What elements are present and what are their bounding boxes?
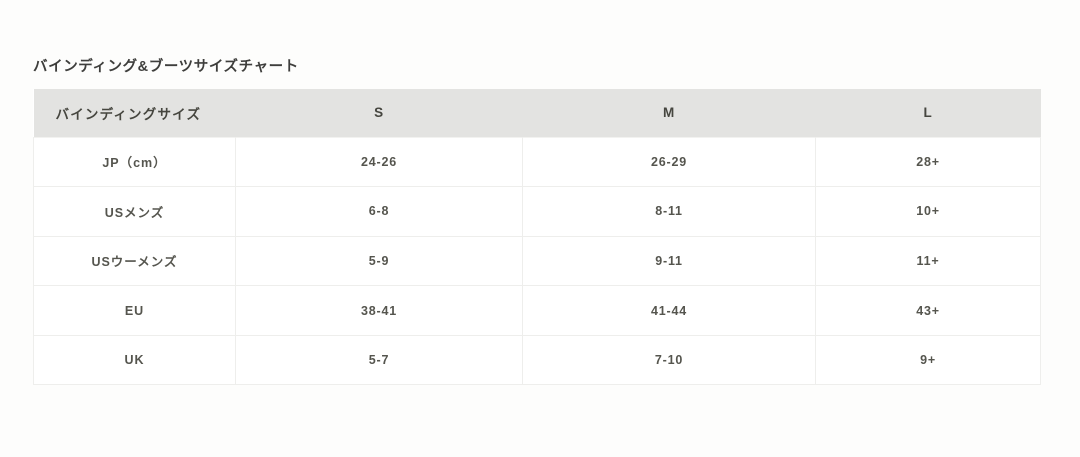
cell-us-womens-s: 5-9 bbox=[235, 236, 523, 287]
cell-eu-s: 38-41 bbox=[235, 285, 523, 336]
cell-us-mens-l: 10+ bbox=[815, 186, 1041, 237]
cell-us-mens-m: 8-11 bbox=[522, 186, 816, 237]
table-row: USメンズ 6-8 8-11 10+ bbox=[33, 186, 1041, 237]
column-header-s: S bbox=[235, 89, 523, 137]
column-header-m: M bbox=[522, 89, 816, 137]
cell-uk-l: 9+ bbox=[815, 335, 1041, 386]
table-row: JP（cm） 24-26 26-29 28+ bbox=[33, 136, 1041, 188]
cell-jp-l: 28+ bbox=[815, 136, 1041, 188]
row-label-eu: EU bbox=[33, 285, 236, 336]
table-header: バインディングサイズ S M L bbox=[33, 89, 1041, 137]
cell-jp-s: 24-26 bbox=[235, 136, 523, 188]
cell-uk-m: 7-10 bbox=[522, 335, 816, 386]
cell-us-womens-l: 11+ bbox=[815, 236, 1041, 287]
table-body: JP（cm） 24-26 26-29 28+ USメンズ 6-8 8-11 10… bbox=[33, 136, 1041, 386]
page-title: バインディング&ブーツサイズチャート bbox=[33, 59, 299, 75]
row-label-uk: UK bbox=[33, 335, 236, 386]
cell-us-mens-s: 6-8 bbox=[235, 186, 523, 237]
column-header-l: L bbox=[815, 89, 1041, 137]
cell-eu-m: 41-44 bbox=[522, 285, 816, 336]
column-header-binding-size: バインディングサイズ bbox=[33, 89, 236, 137]
cell-us-womens-m: 9-11 bbox=[522, 236, 816, 287]
table-row: UK 5-7 7-10 9+ bbox=[33, 335, 1041, 386]
table-row: USウーメンズ 5-9 9-11 11+ bbox=[33, 236, 1041, 287]
size-chart-table-container: バインディングサイズ S M L JP（cm） 24-26 26-29 28+ … bbox=[33, 89, 1041, 386]
table-row: EU 38-41 41-44 43+ bbox=[33, 285, 1041, 336]
table-header-row: バインディングサイズ S M L bbox=[33, 89, 1041, 137]
cell-eu-l: 43+ bbox=[815, 285, 1041, 336]
row-label-jp: JP（cm） bbox=[33, 136, 236, 188]
cell-uk-s: 5-7 bbox=[235, 335, 523, 386]
cell-jp-m: 26-29 bbox=[522, 136, 816, 188]
row-label-us-womens: USウーメンズ bbox=[33, 236, 236, 287]
size-chart-table: バインディングサイズ S M L JP（cm） 24-26 26-29 28+ … bbox=[33, 89, 1041, 386]
row-label-us-mens: USメンズ bbox=[33, 186, 236, 237]
